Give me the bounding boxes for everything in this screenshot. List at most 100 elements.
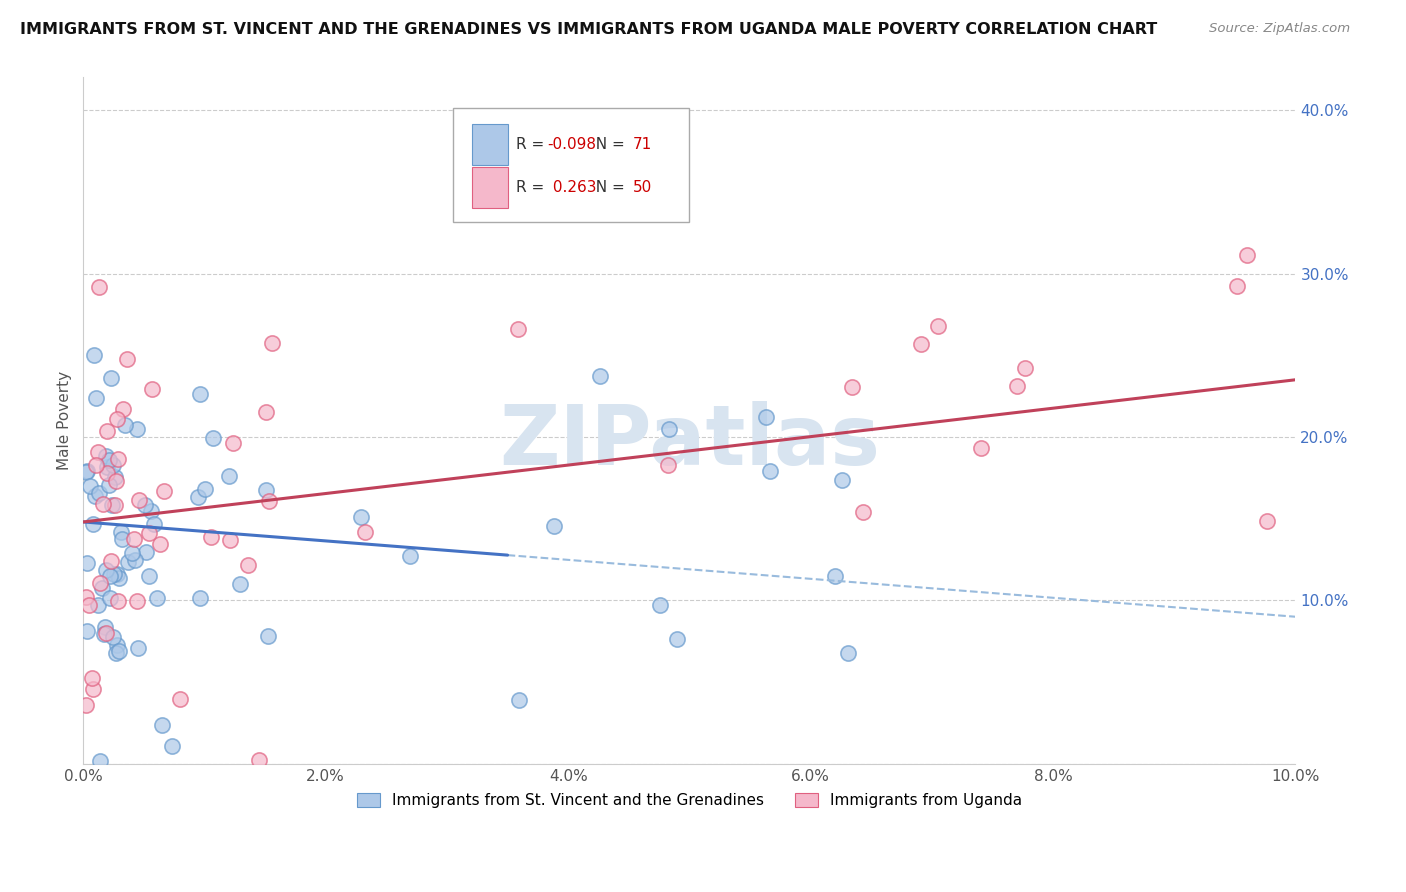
Point <box>98 477 121 491</box>
Point <box>76 464 98 478</box>
Point <box>831 473 853 487</box>
Point <box>90 581 112 595</box>
Point <box>648 599 671 613</box>
FancyBboxPatch shape <box>453 108 689 221</box>
Point <box>104 474 127 488</box>
Point <box>128 493 150 508</box>
Point <box>1005 378 1028 392</box>
Point <box>194 482 217 496</box>
Point <box>100 370 122 384</box>
Point <box>399 549 422 564</box>
Point <box>75 698 97 712</box>
Point <box>259 493 281 508</box>
Text: 0.263: 0.263 <box>547 180 596 194</box>
Text: ZIPatlas: ZIPatlas <box>499 401 880 482</box>
Point <box>121 545 143 559</box>
Point <box>218 533 240 547</box>
Point <box>127 640 149 655</box>
Point <box>218 469 240 483</box>
Point <box>98 591 121 605</box>
Text: R =: R = <box>516 180 550 194</box>
Legend: Immigrants from St. Vincent and the Grenadines, Immigrants from Uganda: Immigrants from St. Vincent and the Gren… <box>350 788 1028 814</box>
Point <box>98 453 121 467</box>
Y-axis label: Male Poverty: Male Poverty <box>58 371 72 470</box>
Point <box>77 599 100 613</box>
Point <box>187 490 209 504</box>
Point <box>103 566 125 581</box>
Point <box>841 380 863 394</box>
FancyBboxPatch shape <box>472 124 508 165</box>
Point <box>82 516 104 531</box>
Point <box>1236 248 1258 262</box>
Text: Source: ZipAtlas.com: Source: ZipAtlas.com <box>1209 22 1350 36</box>
Point <box>84 392 107 406</box>
Point <box>257 629 280 643</box>
Point <box>76 624 98 638</box>
Point <box>105 567 128 582</box>
Point <box>110 525 132 540</box>
Point <box>105 412 128 426</box>
Point <box>83 348 105 362</box>
Point <box>141 382 163 396</box>
Point <box>122 532 145 546</box>
Text: -0.098: -0.098 <box>547 136 596 152</box>
Point <box>229 577 252 591</box>
Point <box>108 571 131 585</box>
Point <box>970 442 993 456</box>
Text: 71: 71 <box>633 136 651 152</box>
Point <box>508 322 530 336</box>
Text: N =: N = <box>586 136 630 152</box>
Point <box>111 532 134 546</box>
FancyBboxPatch shape <box>472 168 508 208</box>
Point <box>910 337 932 351</box>
Point <box>101 498 124 512</box>
Point <box>143 517 166 532</box>
Point <box>188 387 211 401</box>
Text: IMMIGRANTS FROM ST. VINCENT AND THE GRENADINES VS IMMIGRANTS FROM UGANDA MALE PO: IMMIGRANTS FROM ST. VINCENT AND THE GREN… <box>20 22 1157 37</box>
Point <box>98 568 121 582</box>
Point <box>89 575 111 590</box>
Point <box>101 458 124 473</box>
Point <box>837 646 859 660</box>
Point <box>84 489 107 503</box>
Point <box>96 466 118 480</box>
Point <box>139 504 162 518</box>
Point <box>79 479 101 493</box>
Point <box>87 598 110 612</box>
Point <box>153 483 176 498</box>
Point <box>138 526 160 541</box>
Point <box>927 319 949 334</box>
Point <box>169 692 191 706</box>
Point <box>202 432 225 446</box>
Point <box>125 422 148 436</box>
Point <box>117 555 139 569</box>
Point <box>104 470 127 484</box>
Point <box>188 591 211 605</box>
Point <box>138 569 160 583</box>
Point <box>247 753 270 767</box>
Point <box>1014 360 1036 375</box>
Point <box>89 754 111 768</box>
Point <box>824 569 846 583</box>
Point <box>852 505 875 519</box>
Point <box>125 593 148 607</box>
Point <box>150 718 173 732</box>
Point <box>96 460 118 475</box>
Point <box>87 445 110 459</box>
Point <box>84 458 107 473</box>
Point <box>94 562 117 576</box>
Point <box>1226 278 1249 293</box>
Text: R =: R = <box>516 136 550 152</box>
Point <box>104 499 127 513</box>
Point <box>75 466 97 480</box>
Point <box>101 631 124 645</box>
Point <box>260 336 283 351</box>
Point <box>76 556 98 570</box>
Point <box>508 693 530 707</box>
Point <box>108 644 131 658</box>
Point <box>658 421 681 435</box>
Point <box>145 591 167 606</box>
Point <box>254 405 277 419</box>
Point <box>105 646 128 660</box>
Point <box>124 553 146 567</box>
